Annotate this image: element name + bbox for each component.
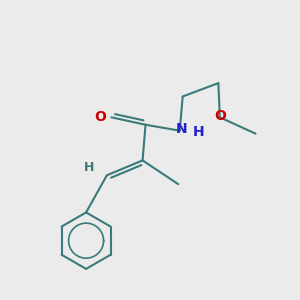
- Text: H: H: [84, 161, 94, 174]
- Text: O: O: [94, 110, 106, 124]
- Text: O: O: [214, 109, 226, 123]
- Text: N: N: [176, 122, 187, 136]
- Text: H: H: [193, 125, 205, 139]
